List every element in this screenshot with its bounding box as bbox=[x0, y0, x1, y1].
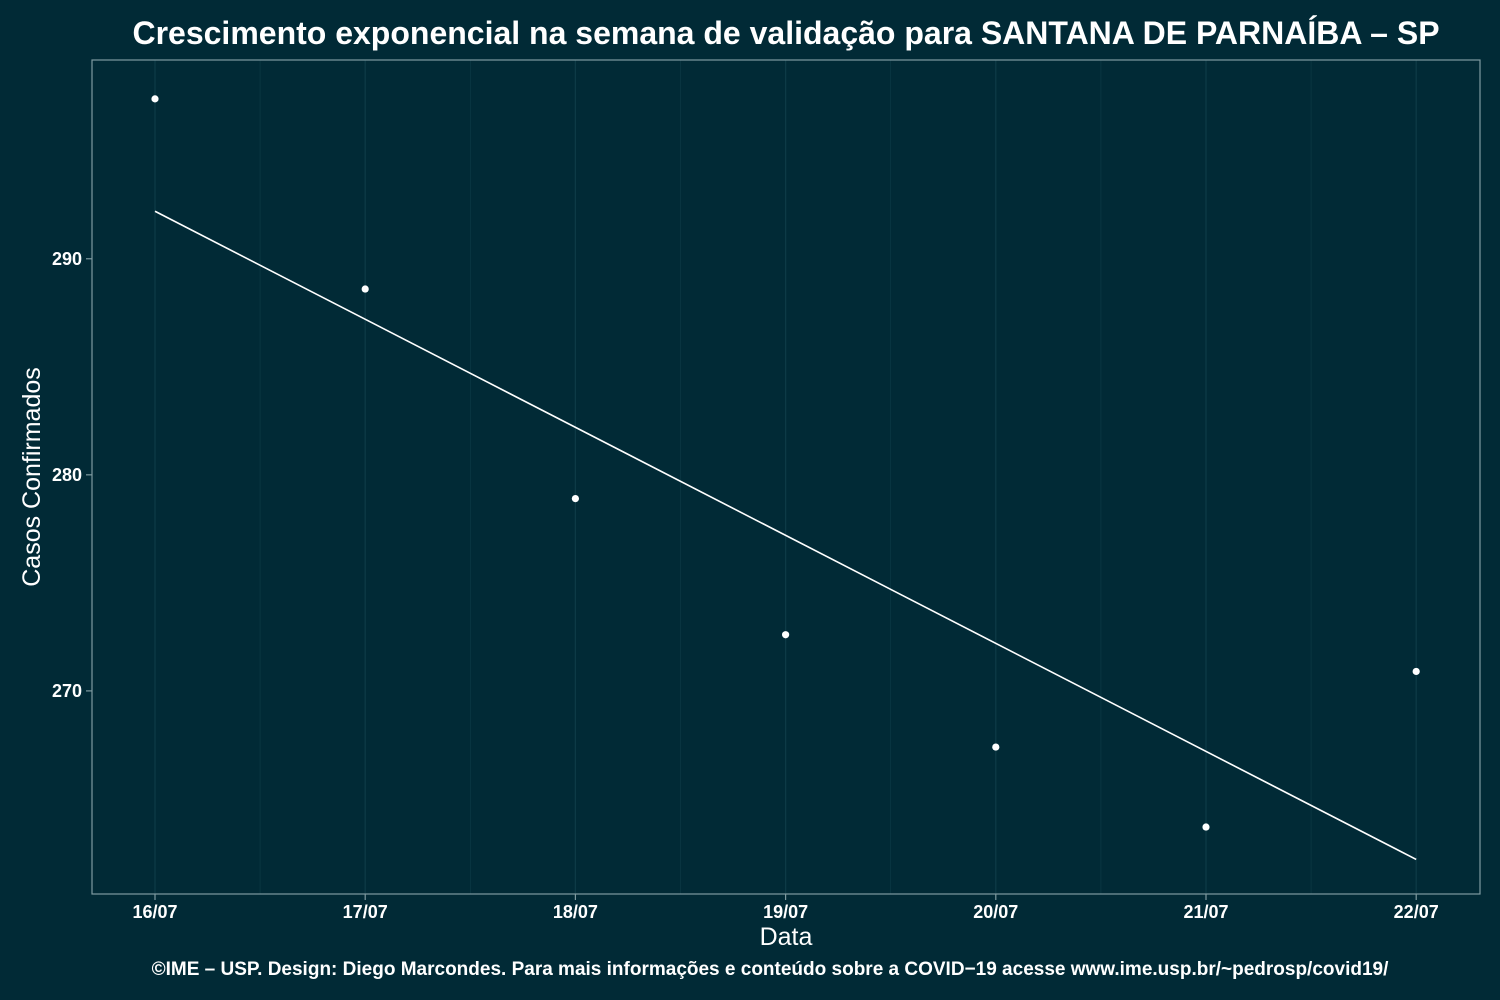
x-tick-label: 19/07 bbox=[763, 902, 808, 922]
x-axis-ticks: 16/07 17/07 18/07 19/07 20/07 21/07 22/07 bbox=[132, 894, 1439, 922]
x-axis-label: Data bbox=[760, 923, 813, 951]
data-point bbox=[782, 631, 790, 639]
footer-credit: ©IME – USP. Design: Diego Marcondes. Par… bbox=[152, 959, 1389, 980]
chart-title: Crescimento exponencial na semana de val… bbox=[132, 15, 1439, 51]
grid bbox=[154, 60, 1417, 894]
x-tick-label: 21/07 bbox=[1183, 902, 1228, 922]
data-point bbox=[992, 743, 1000, 751]
data-point bbox=[151, 95, 159, 103]
data-points bbox=[151, 95, 1420, 831]
data-point bbox=[361, 285, 369, 293]
data-point bbox=[1202, 823, 1210, 831]
data-point bbox=[571, 495, 580, 503]
x-tick-label: 16/07 bbox=[132, 902, 177, 922]
y-tick-label: 270 bbox=[52, 681, 82, 701]
y-tick-label: 290 bbox=[52, 249, 82, 269]
data-point bbox=[1412, 667, 1420, 676]
y-axis-label: Casos Confirmados bbox=[18, 367, 46, 587]
x-tick-label: 22/07 bbox=[1394, 902, 1439, 922]
x-tick-label: 17/07 bbox=[343, 902, 388, 922]
trend-line bbox=[154, 210, 1417, 861]
x-tick-label: 18/07 bbox=[553, 902, 598, 922]
y-axis-ticks: 270 280 290 bbox=[52, 249, 92, 701]
x-tick-label: 20/07 bbox=[973, 902, 1018, 922]
y-tick-label: 280 bbox=[52, 465, 82, 485]
